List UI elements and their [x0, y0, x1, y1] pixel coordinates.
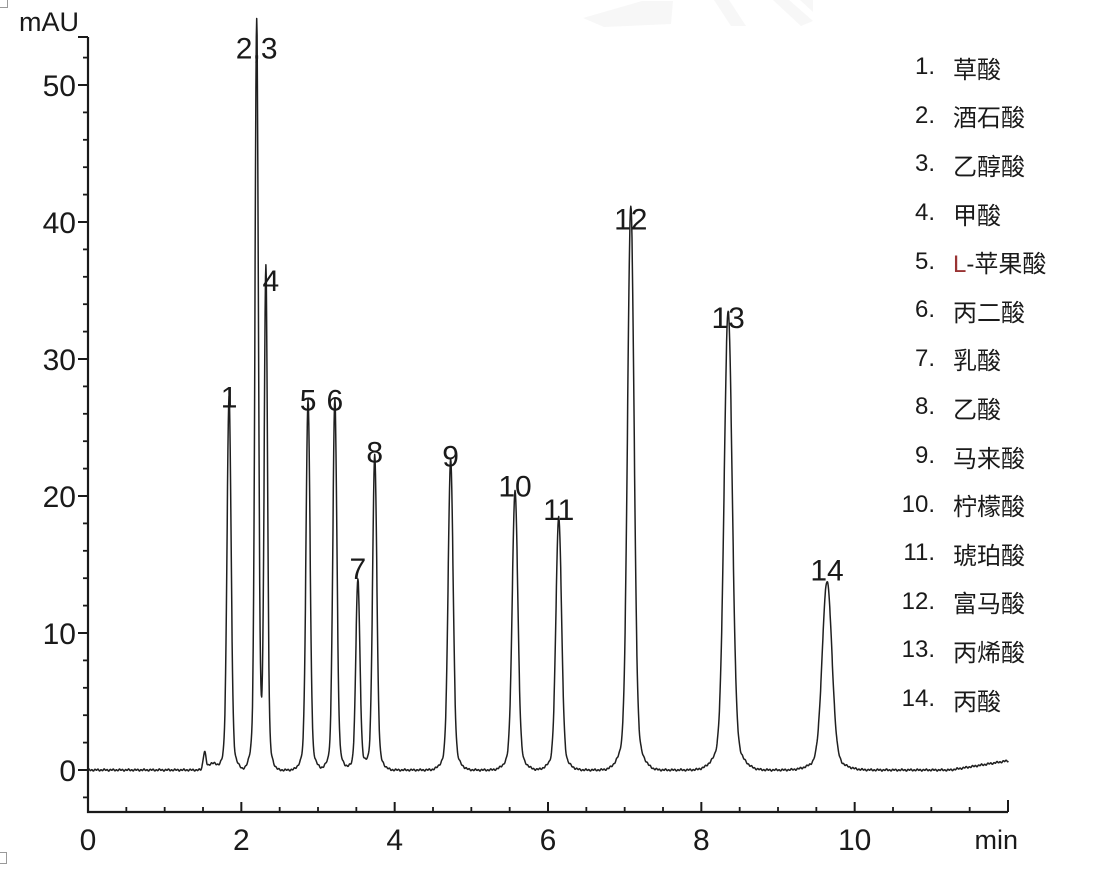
peak-label: 1	[221, 382, 238, 415]
legend-name: 柠檬酸	[953, 494, 1025, 522]
x-tick-label: 2	[233, 824, 250, 857]
legend-item: 3. 乙醇酸	[877, 140, 1097, 189]
peak-label: 6	[327, 384, 344, 417]
peak-label: 13	[711, 302, 744, 335]
peak-label: 4	[263, 265, 280, 298]
legend-number: 11.	[903, 539, 935, 567]
y-axis-unit-label: mAU	[19, 7, 79, 37]
x-tick-label: 4	[386, 824, 403, 857]
legend-number: 9.	[914, 442, 935, 470]
selection-handle-bottom-left[interactable]	[0, 852, 7, 864]
legend-number: 12.	[901, 587, 935, 615]
legend-name: 酒石酸	[953, 105, 1025, 133]
legend-name-red-prefix: L	[953, 251, 967, 279]
peak-label: 14	[810, 554, 843, 587]
legend-name: 丙酸	[953, 688, 1001, 716]
peak-label: 12	[614, 204, 647, 237]
watermark-shape	[714, 0, 746, 26]
legend-number: 7.	[914, 344, 935, 372]
legend-number: 6.	[914, 296, 935, 324]
x-axis-unit-label: min	[974, 825, 1018, 855]
legend-item: 13. 丙烯酸	[877, 626, 1097, 675]
x-tick-label: 6	[540, 824, 557, 857]
watermark-shape	[583, 1, 673, 27]
legend-item: 10. 柠檬酸	[877, 480, 1097, 529]
legend-number: 2.	[914, 101, 935, 129]
y-tick-label: 20	[43, 481, 76, 514]
legend-name: 丙二酸	[953, 299, 1025, 327]
legend-item: 11. 琥珀酸	[877, 529, 1097, 578]
x-tick-label: 10	[838, 824, 871, 857]
legend-item: 6. 丙二酸	[877, 286, 1097, 335]
legend-number: 1.	[914, 53, 935, 81]
peak-legend: 1. 草酸 2. 酒石酸 3. 乙醇酸 4. 甲酸 5. L-苹果酸 6. 丙二酸 7. 乳酸 8. 乙酸 9.…	[877, 43, 1097, 723]
legend-name: 草酸	[953, 56, 1001, 84]
y-tick-label: 0	[59, 755, 76, 788]
y-tick-label: 50	[43, 70, 76, 103]
watermark-shape	[800, 0, 813, 12]
legend-number: 13.	[901, 636, 935, 664]
legend-name: L-苹果酸	[953, 251, 1047, 279]
x-tick-label: 0	[80, 824, 97, 857]
legend-item: 5. L-苹果酸	[877, 237, 1097, 286]
watermark-shape	[773, 0, 813, 26]
chromatogram-curve	[87, 17, 1009, 772]
legend-item: 4. 甲酸	[877, 189, 1097, 238]
peak-label: 2,3	[236, 32, 278, 65]
legend-item: 1. 草酸	[877, 43, 1097, 92]
y-tick-label: 30	[43, 344, 76, 377]
peak-label: 10	[498, 471, 531, 504]
selection-handle-top-left[interactable]	[0, 0, 8, 8]
peak-label: 5	[300, 384, 317, 417]
peak-label: 7	[350, 553, 367, 586]
legend-number: 3.	[914, 150, 935, 178]
legend-name: 乙醇酸	[953, 153, 1025, 181]
legend-item: 7. 乳酸	[877, 335, 1097, 384]
axis-frame	[86, 37, 1008, 814]
peak-label: 9	[442, 441, 459, 474]
legend-number: 5.	[914, 247, 935, 275]
legend-item: 2. 酒石酸	[877, 92, 1097, 141]
legend-name: 甲酸	[953, 202, 1001, 230]
legend-item: 8. 乙酸	[877, 383, 1097, 432]
legend-name: 乳酸	[953, 348, 1001, 376]
legend-name: 琥珀酸	[953, 542, 1025, 570]
peak-label: 8	[366, 436, 383, 469]
legend-number: 4.	[914, 199, 935, 227]
legend-name: 乙酸	[953, 396, 1001, 424]
legend-name: 丙烯酸	[953, 639, 1025, 667]
legend-name: 马来酸	[953, 445, 1025, 473]
y-tick-label: 40	[43, 207, 76, 240]
legend-number: 14.	[901, 685, 935, 713]
legend-item: 9. 马来酸	[877, 432, 1097, 481]
legend-number: 8.	[914, 393, 935, 421]
legend-number: 10.	[901, 490, 935, 518]
legend-name: 富马酸	[953, 591, 1025, 619]
x-tick-label: 8	[693, 824, 710, 857]
legend-item: 14. 丙酸	[877, 675, 1097, 724]
legend-item: 12. 富马酸	[877, 578, 1097, 627]
peak-label: 11	[543, 494, 574, 527]
y-tick-label: 10	[43, 618, 76, 651]
